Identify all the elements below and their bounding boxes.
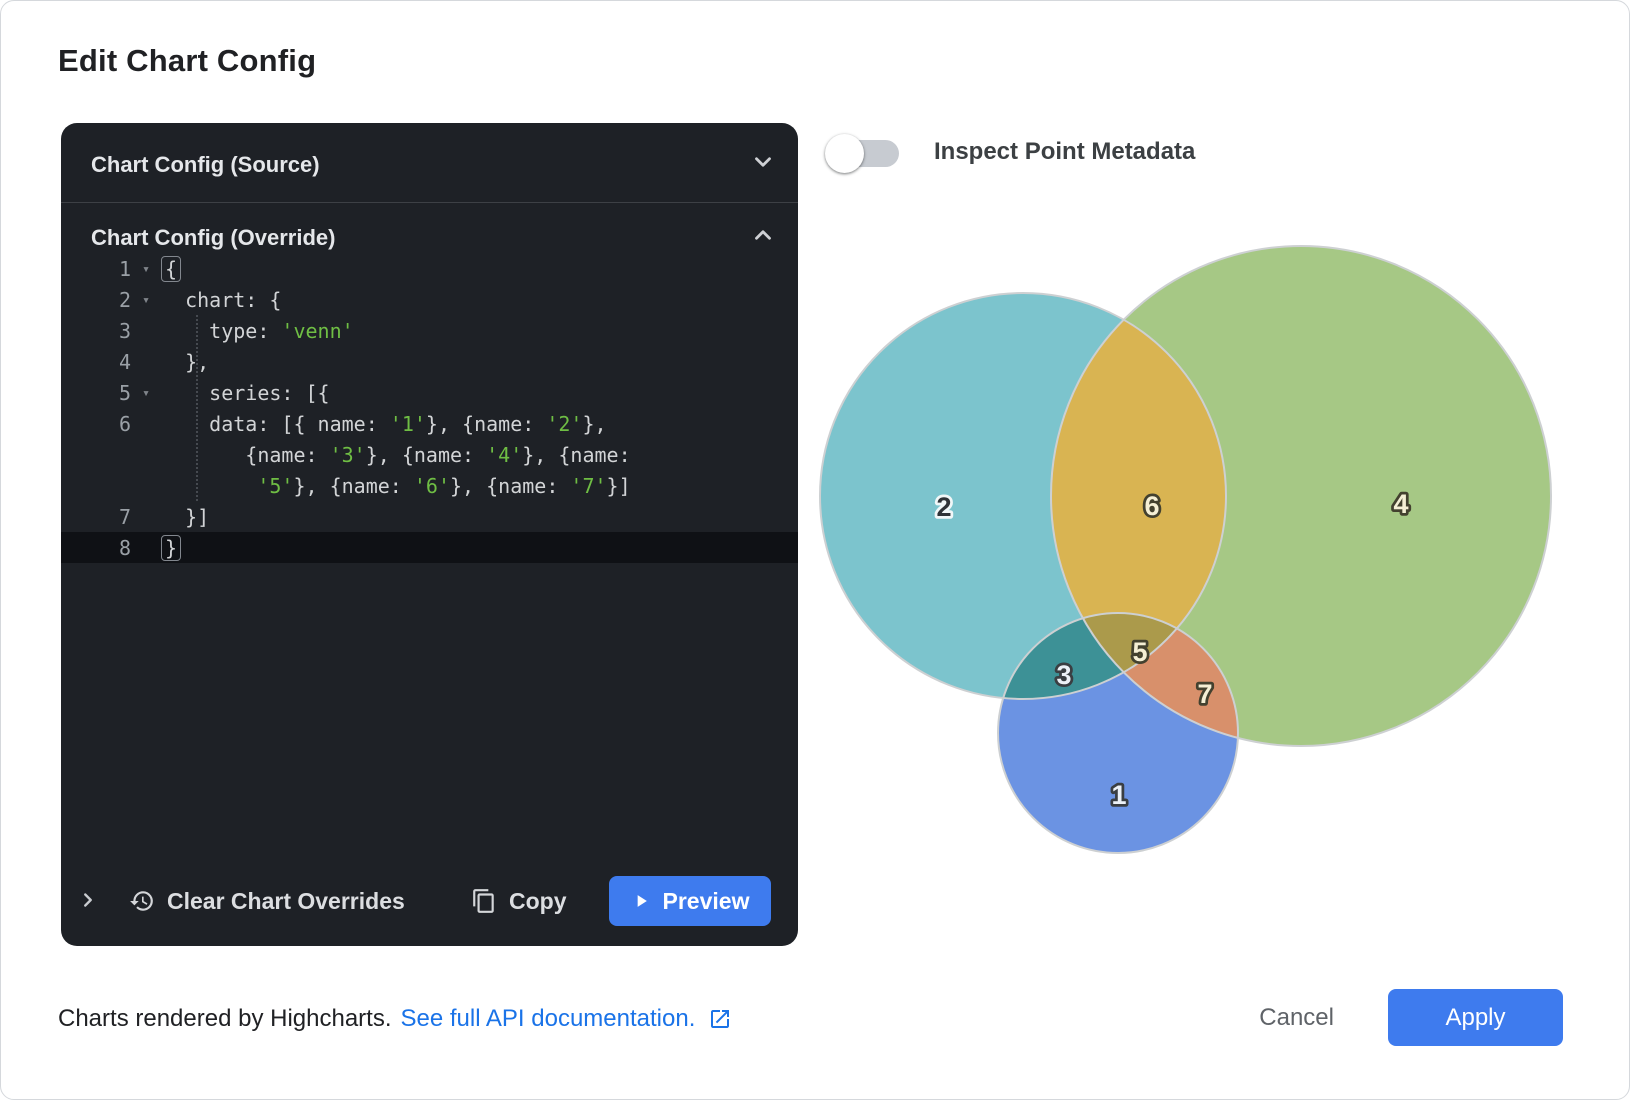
fold-spacer bbox=[131, 361, 161, 363]
preview-label: Preview bbox=[662, 887, 750, 914]
override-header-label: Chart Config (Override) bbox=[91, 225, 336, 250]
line-number: 6 bbox=[118, 411, 131, 436]
clear-chart-overrides-label: Clear Chart Overrides bbox=[167, 887, 405, 914]
play-icon bbox=[637, 895, 647, 907]
code-text: data: [{ name: '1'}, {name: '2'}, bbox=[161, 411, 607, 436]
fold-spacer bbox=[131, 330, 161, 332]
chart-config-editor-panel: Chart Config (Source) Chart Config (Over… bbox=[61, 123, 798, 946]
apply-button[interactable]: Apply bbox=[1388, 989, 1563, 1046]
code-line[interactable]: '5'}, {name: '6'}, {name: '7'}] bbox=[61, 470, 798, 501]
code-line[interactable]: 1 ▾ { bbox=[61, 253, 798, 284]
copy-label: Copy bbox=[509, 887, 567, 914]
inspect-point-metadata-toggle[interactable] bbox=[825, 134, 899, 173]
venn-outline-teal bbox=[819, 292, 1227, 700]
code-line[interactable]: {name: '3'}, {name: '4'}, {name: bbox=[61, 439, 798, 470]
code-text: { bbox=[161, 255, 798, 282]
line-number: 7 bbox=[118, 504, 131, 529]
preview-button[interactable]: Preview bbox=[609, 876, 771, 926]
api-documentation-link[interactable]: See full API documentation. bbox=[400, 1005, 696, 1032]
history-icon bbox=[130, 891, 153, 911]
code-text: type: 'venn' bbox=[161, 318, 354, 343]
code-editor[interactable]: 1 ▾{2 ▾ chart: {3 type: 'venn' 4 }, 5 ▾ serie… bbox=[61, 253, 798, 563]
cancel-button[interactable]: Cancel bbox=[1253, 1003, 1340, 1033]
chevron-down-icon[interactable] bbox=[750, 149, 776, 181]
source-header-label: Chart Config (Source) bbox=[91, 152, 320, 177]
fold-spacer bbox=[131, 485, 161, 487]
copy-icon bbox=[473, 889, 494, 913]
line-number: 8 bbox=[118, 535, 131, 560]
code-text: '5'}, {name: '6'}, {name: '7'}] bbox=[257, 473, 631, 498]
fold-spacer bbox=[131, 454, 161, 456]
code-line[interactable]: 6 data: [{ name: '1'}, {name: '2'}, bbox=[61, 408, 798, 439]
line-number: 5 bbox=[118, 380, 131, 405]
footer-note: Charts rendered by Highcharts. See full … bbox=[58, 1005, 732, 1033]
indent-guide bbox=[196, 315, 198, 501]
code-line[interactable]: 8} bbox=[61, 532, 798, 563]
line-number: 3 bbox=[118, 318, 131, 343]
code-line[interactable]: 2 ▾ chart: { bbox=[61, 284, 798, 315]
footer-actions: Cancel Apply bbox=[1253, 989, 1563, 1046]
fold-spacer bbox=[131, 547, 161, 549]
code-line[interactable]: 7 }] bbox=[61, 501, 798, 532]
code-line[interactable]: 3 type: 'venn' bbox=[61, 315, 798, 346]
chevron-right-icon[interactable] bbox=[77, 889, 99, 911]
chevron-up-icon[interactable] bbox=[750, 222, 776, 254]
line-number: 1 bbox=[118, 256, 131, 281]
section-divider bbox=[61, 202, 798, 203]
inspect-point-metadata-label: Inspect Point Metadata bbox=[934, 138, 1196, 165]
venn-outline-green bbox=[1050, 245, 1552, 747]
code-text: chart: { bbox=[161, 287, 282, 312]
copy-button[interactable]: Copy bbox=[465, 881, 573, 921]
page-title: Edit Chart Config bbox=[58, 43, 317, 78]
code-text: } bbox=[161, 534, 798, 561]
fold-arrow-icon[interactable]: ▾ bbox=[142, 386, 150, 401]
code-line[interactable]: 4 }, bbox=[61, 346, 798, 377]
line-number: 4 bbox=[118, 349, 131, 374]
code-text: series: [{ bbox=[161, 380, 330, 405]
code-text: }] bbox=[161, 504, 210, 529]
code-text: }, bbox=[161, 349, 210, 374]
venn-outline-blue bbox=[997, 612, 1239, 854]
code-text: {name: '3'}, {name: '4'}, {name: bbox=[161, 442, 631, 467]
rendered-by-text: Charts rendered by Highcharts. bbox=[58, 1005, 392, 1032]
fold-arrow-icon[interactable]: ▾ bbox=[142, 293, 150, 308]
section-header-chart-config-source[interactable]: Chart Config (Source) bbox=[91, 143, 776, 187]
venn-region-6-teal-green[interactable] bbox=[820, 293, 1226, 699]
fold-spacer bbox=[131, 423, 161, 425]
section-header-chart-config-override[interactable]: Chart Config (Override) bbox=[91, 216, 776, 260]
external-link-icon[interactable] bbox=[708, 1007, 732, 1031]
toggle-knob[interactable] bbox=[825, 134, 864, 173]
code-line[interactable]: 5 ▾ series: [{ bbox=[61, 377, 798, 408]
fold-arrow-icon[interactable]: ▾ bbox=[142, 262, 150, 277]
fold-spacer bbox=[131, 516, 161, 518]
line-number: 2 bbox=[118, 287, 131, 312]
venn-diagram-chart: 1 2 3 4 5 6 7 bbox=[819, 245, 1552, 854]
clear-chart-overrides-button[interactable]: Clear Chart Overrides bbox=[123, 881, 411, 921]
